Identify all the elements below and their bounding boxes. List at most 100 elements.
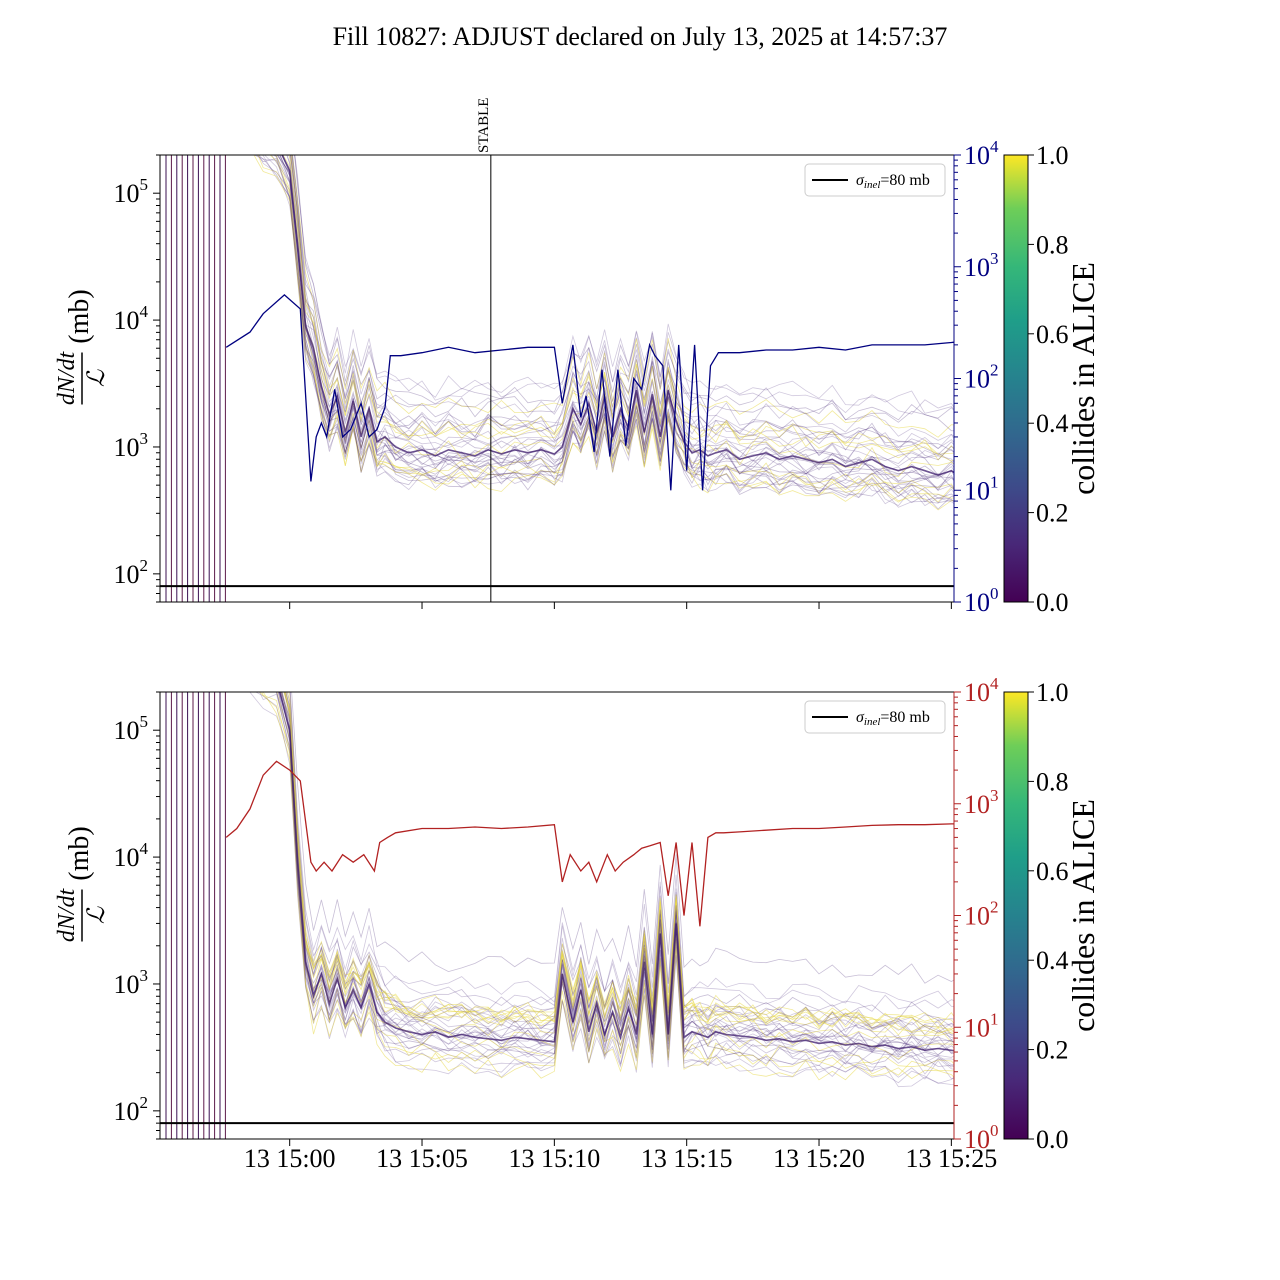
colorbar-tick-label: 1.0 [1036,141,1069,170]
bunch-series-line [280,155,954,489]
y-tick-label: 105 [114,175,149,208]
bunch-series-line [284,692,954,1036]
bunch-series-line [258,692,954,1076]
x-tick-label: 13 15:05 [376,1144,468,1173]
bunch-series-line [279,155,954,477]
bunch-series-line [291,155,954,432]
y-tick-label: 104 [114,302,149,335]
bunch-series-line [261,155,954,507]
colorbar [1003,691,1029,1140]
bunch-series-line [285,692,954,1032]
y-tick-label: 103 [114,966,149,999]
y-tick-label: 105 [114,712,149,745]
bunch-series-line [288,692,954,1028]
top-plot-frame [159,154,955,603]
right-tick-label: 101 [964,1009,999,1042]
right-tick-label: 102 [964,898,999,931]
colorbar-tick-label: 0.2 [1036,499,1069,528]
bunch-series-line [289,155,954,461]
x-tick-label: 13 15:25 [905,1144,997,1173]
legend-box [804,163,946,197]
bunch-series-line [294,155,954,415]
y-label-numerator: dN/dt [54,350,80,405]
colorbar-tick-label: 0.6 [1036,320,1069,349]
colorbar-tick-label: 0.8 [1036,767,1069,796]
colorbar-tick-label: 0.0 [1036,1125,1069,1154]
y-label-denominator: ℒ [84,369,110,387]
bunch-series-line [278,692,954,1068]
right-axis-series-line [225,760,954,927]
bunch-series-line [291,692,954,984]
bottom-panel: 102 103 104 105 100 101 102 103 104 13 15:00 13 15… [54,674,1101,1173]
bunch-series-line [253,155,954,510]
bunch-series-line [294,155,954,421]
colorbar-tick-label: 0.2 [1036,1036,1069,1065]
bunch-series-line [280,692,954,1051]
bunch-series-line [281,155,954,483]
y-tick-label: 103 [114,429,149,462]
bunch-series-line [276,155,954,491]
bunch-series-line [281,155,954,476]
figure-title: Fill 10827: ADJUST declared on July 13, … [333,22,948,51]
bunch-series-line [289,692,954,1012]
bunch-series-line [257,155,954,503]
bunch-series-line [287,692,954,1029]
colorbar-tick-label: 0.8 [1036,230,1069,259]
bunch-series-line [259,692,954,1080]
bunch-series-line [278,692,954,1052]
bunch-series-line [255,692,954,1084]
right-tick-label: 100 [964,1121,999,1154]
y-tick-label: 104 [114,839,149,872]
x-tick-label: 13 15:00 [244,1144,336,1173]
y-label-denominator: ℒ [84,906,110,924]
bunch-series-line [263,155,954,505]
bunch-series-line [288,155,954,462]
bunch-series-line [294,155,954,414]
bunch-series-line [289,692,954,1008]
bottom-plot-frame [159,691,955,1140]
right-tick-label: 102 [964,361,999,394]
right-tick-label: 104 [964,137,999,170]
bunch-series-line [292,155,954,441]
colorbar-label: collides in ALICE [1065,262,1101,495]
right-tick-label: 101 [964,472,999,505]
right-tick-label: 103 [964,249,999,282]
right-tick-label: 104 [964,674,999,707]
bunch-series-line [292,155,954,438]
bunch-series-line [258,155,954,503]
bunch-series-line [258,155,954,508]
colorbar-tick-label: 0.4 [1036,946,1069,975]
colorbar-tick-label: 0.4 [1036,409,1069,438]
bunch-series-line [275,692,954,1067]
y-label-numerator: dN/dt [54,887,80,942]
legend-box [804,700,946,734]
y-label-unit: (mb) [64,826,95,880]
right-tick-label: 100 [964,584,999,617]
bunch-series-line [279,155,954,490]
y-tick-label: 102 [114,1093,149,1126]
stable-marker-label: STABLE [476,98,492,153]
bunch-series-line [276,692,954,1067]
x-tick-label: 13 15:20 [773,1144,865,1173]
bunch-series-line [290,155,954,453]
y-axis-label: dN/dt ℒ (mb) [54,289,110,405]
right-axis-series-line [225,294,954,491]
bunch-series-line [274,155,954,489]
bunch-series-line [277,692,954,1067]
bunch-series-line [269,155,954,503]
bunch-series-line [261,692,954,1072]
top-panel: STABLE 102 103 104 105 100 101 102 103 104 dN/dt ℒ (… [54,98,1101,617]
bunch-series-line [286,692,954,1030]
bunch-series-line [284,692,954,1035]
y-axis-label: dN/dt ℒ (mb) [54,826,110,942]
y-tick-label: 102 [114,556,149,589]
colorbar-tick-label: 0.0 [1036,588,1069,617]
x-tick-label: 13 15:15 [641,1144,733,1173]
bunch-series-line [276,155,954,481]
colorbar-tick-label: 0.6 [1036,857,1069,886]
colorbar [1003,154,1029,603]
colorbar-tick-label: 1.0 [1036,678,1069,707]
bunch-series-line [290,155,954,455]
colorbar-label: collides in ALICE [1065,799,1101,1032]
